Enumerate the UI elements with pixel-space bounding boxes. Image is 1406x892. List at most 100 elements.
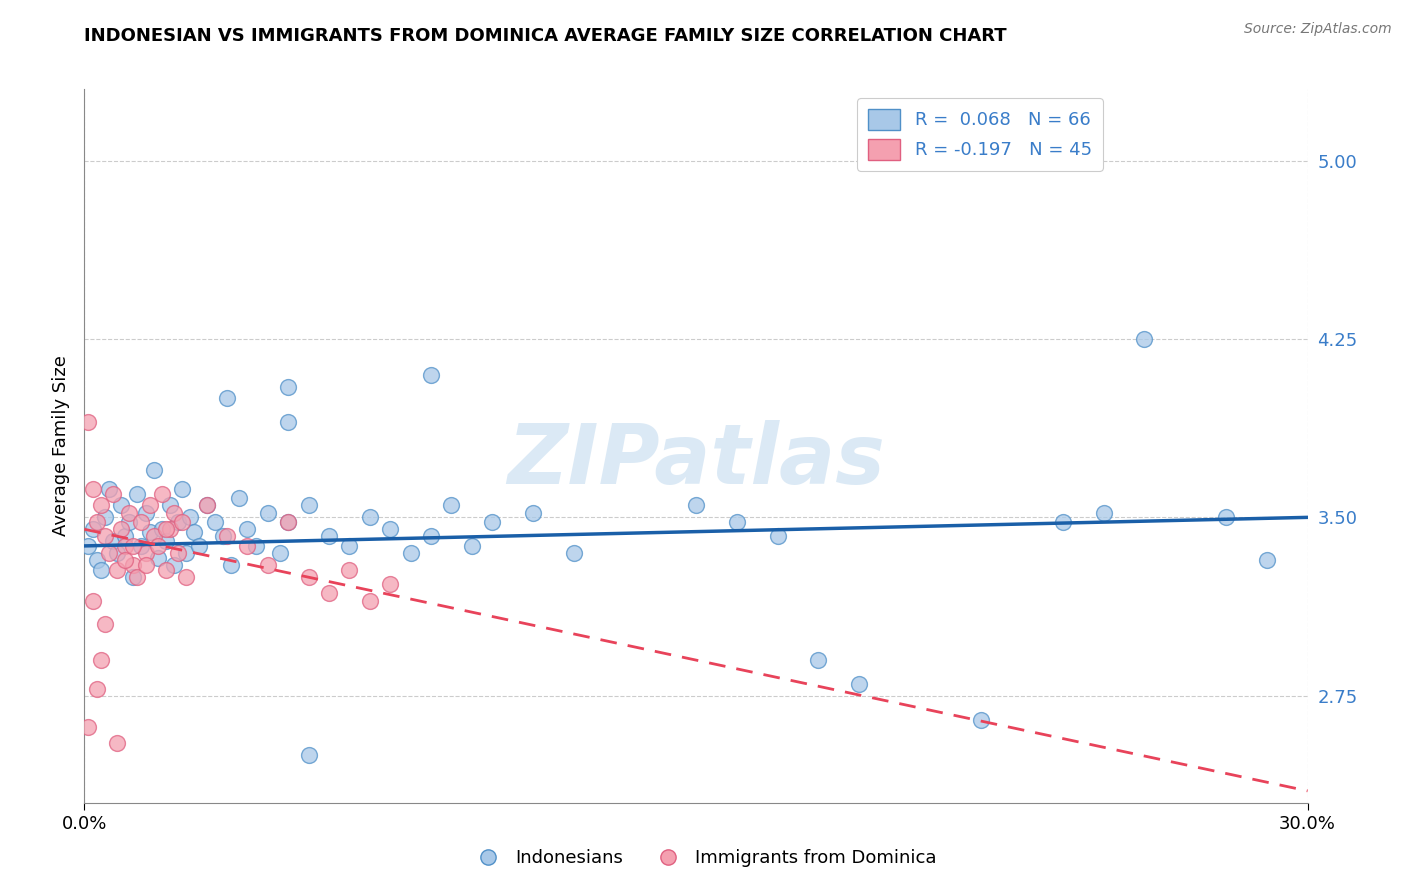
Point <box>101 534 124 549</box>
Point <box>380 577 402 591</box>
Point <box>562 546 585 560</box>
Point <box>167 515 190 529</box>
Point <box>217 392 239 406</box>
Point <box>318 529 340 543</box>
Point <box>172 515 194 529</box>
Point <box>187 539 209 553</box>
Point <box>163 506 186 520</box>
Point <box>142 463 165 477</box>
Point <box>97 482 120 496</box>
Point <box>217 529 239 543</box>
Point <box>1052 515 1074 529</box>
Point <box>127 570 149 584</box>
Point <box>183 524 205 539</box>
Point <box>138 499 160 513</box>
Point <box>380 522 402 536</box>
Point <box>339 563 360 577</box>
Point <box>172 482 194 496</box>
Point <box>195 499 218 513</box>
Point <box>318 586 340 600</box>
Point <box>105 736 128 750</box>
Point <box>236 539 259 553</box>
Point <box>245 539 267 553</box>
Point <box>163 558 186 572</box>
Point <box>90 563 112 577</box>
Point <box>174 546 197 560</box>
Point <box>82 482 104 496</box>
Point <box>114 529 136 543</box>
Point <box>257 558 280 572</box>
Point <box>257 506 280 520</box>
Point <box>77 415 100 429</box>
Point <box>212 529 235 543</box>
Point <box>90 653 112 667</box>
Point <box>159 499 181 513</box>
Point <box>766 529 789 543</box>
Point <box>90 499 112 513</box>
Point <box>848 677 870 691</box>
Point <box>1256 553 1278 567</box>
Point <box>97 546 120 560</box>
Legend: R =  0.068   N = 66, R = -0.197   N = 45: R = 0.068 N = 66, R = -0.197 N = 45 <box>858 98 1102 170</box>
Point <box>420 368 443 382</box>
Point <box>135 506 157 520</box>
Point <box>142 529 165 543</box>
Point <box>167 546 190 560</box>
Point <box>155 522 177 536</box>
Point <box>131 515 153 529</box>
Point <box>86 681 108 696</box>
Point <box>93 529 115 543</box>
Point <box>970 713 993 727</box>
Point <box>269 546 291 560</box>
Point <box>1092 506 1115 520</box>
Point <box>277 515 299 529</box>
Point <box>118 506 141 520</box>
Point <box>82 522 104 536</box>
Point <box>105 563 128 577</box>
Text: Source: ZipAtlas.com: Source: ZipAtlas.com <box>1244 21 1392 36</box>
Point <box>93 617 115 632</box>
Point <box>461 539 484 553</box>
Point <box>685 499 707 513</box>
Point <box>420 529 443 543</box>
Point <box>159 522 181 536</box>
Point <box>1133 332 1156 346</box>
Point <box>122 558 145 572</box>
Point <box>122 570 145 584</box>
Point <box>131 539 153 553</box>
Point <box>204 515 226 529</box>
Point <box>138 524 160 539</box>
Point <box>807 653 830 667</box>
Point <box>481 515 503 529</box>
Point <box>399 546 422 560</box>
Point <box>725 515 748 529</box>
Point <box>146 539 169 553</box>
Point <box>77 720 100 734</box>
Point <box>179 510 201 524</box>
Point <box>150 486 173 500</box>
Point <box>339 539 360 553</box>
Point <box>440 499 463 513</box>
Point <box>93 510 115 524</box>
Point <box>122 539 145 553</box>
Point <box>146 550 169 565</box>
Point <box>135 546 157 560</box>
Legend: Indonesians, Immigrants from Dominica: Indonesians, Immigrants from Dominica <box>463 842 943 874</box>
Y-axis label: Average Family Size: Average Family Size <box>52 356 70 536</box>
Point <box>298 499 321 513</box>
Point <box>228 491 250 506</box>
Point <box>110 499 132 513</box>
Point <box>298 748 321 763</box>
Point <box>277 415 299 429</box>
Point <box>155 563 177 577</box>
Point <box>359 510 381 524</box>
Point <box>127 486 149 500</box>
Point <box>1215 510 1237 524</box>
Point <box>118 515 141 529</box>
Point <box>277 379 299 393</box>
Point <box>195 499 218 513</box>
Point <box>359 593 381 607</box>
Point <box>155 534 177 549</box>
Point <box>86 515 108 529</box>
Point <box>105 546 128 560</box>
